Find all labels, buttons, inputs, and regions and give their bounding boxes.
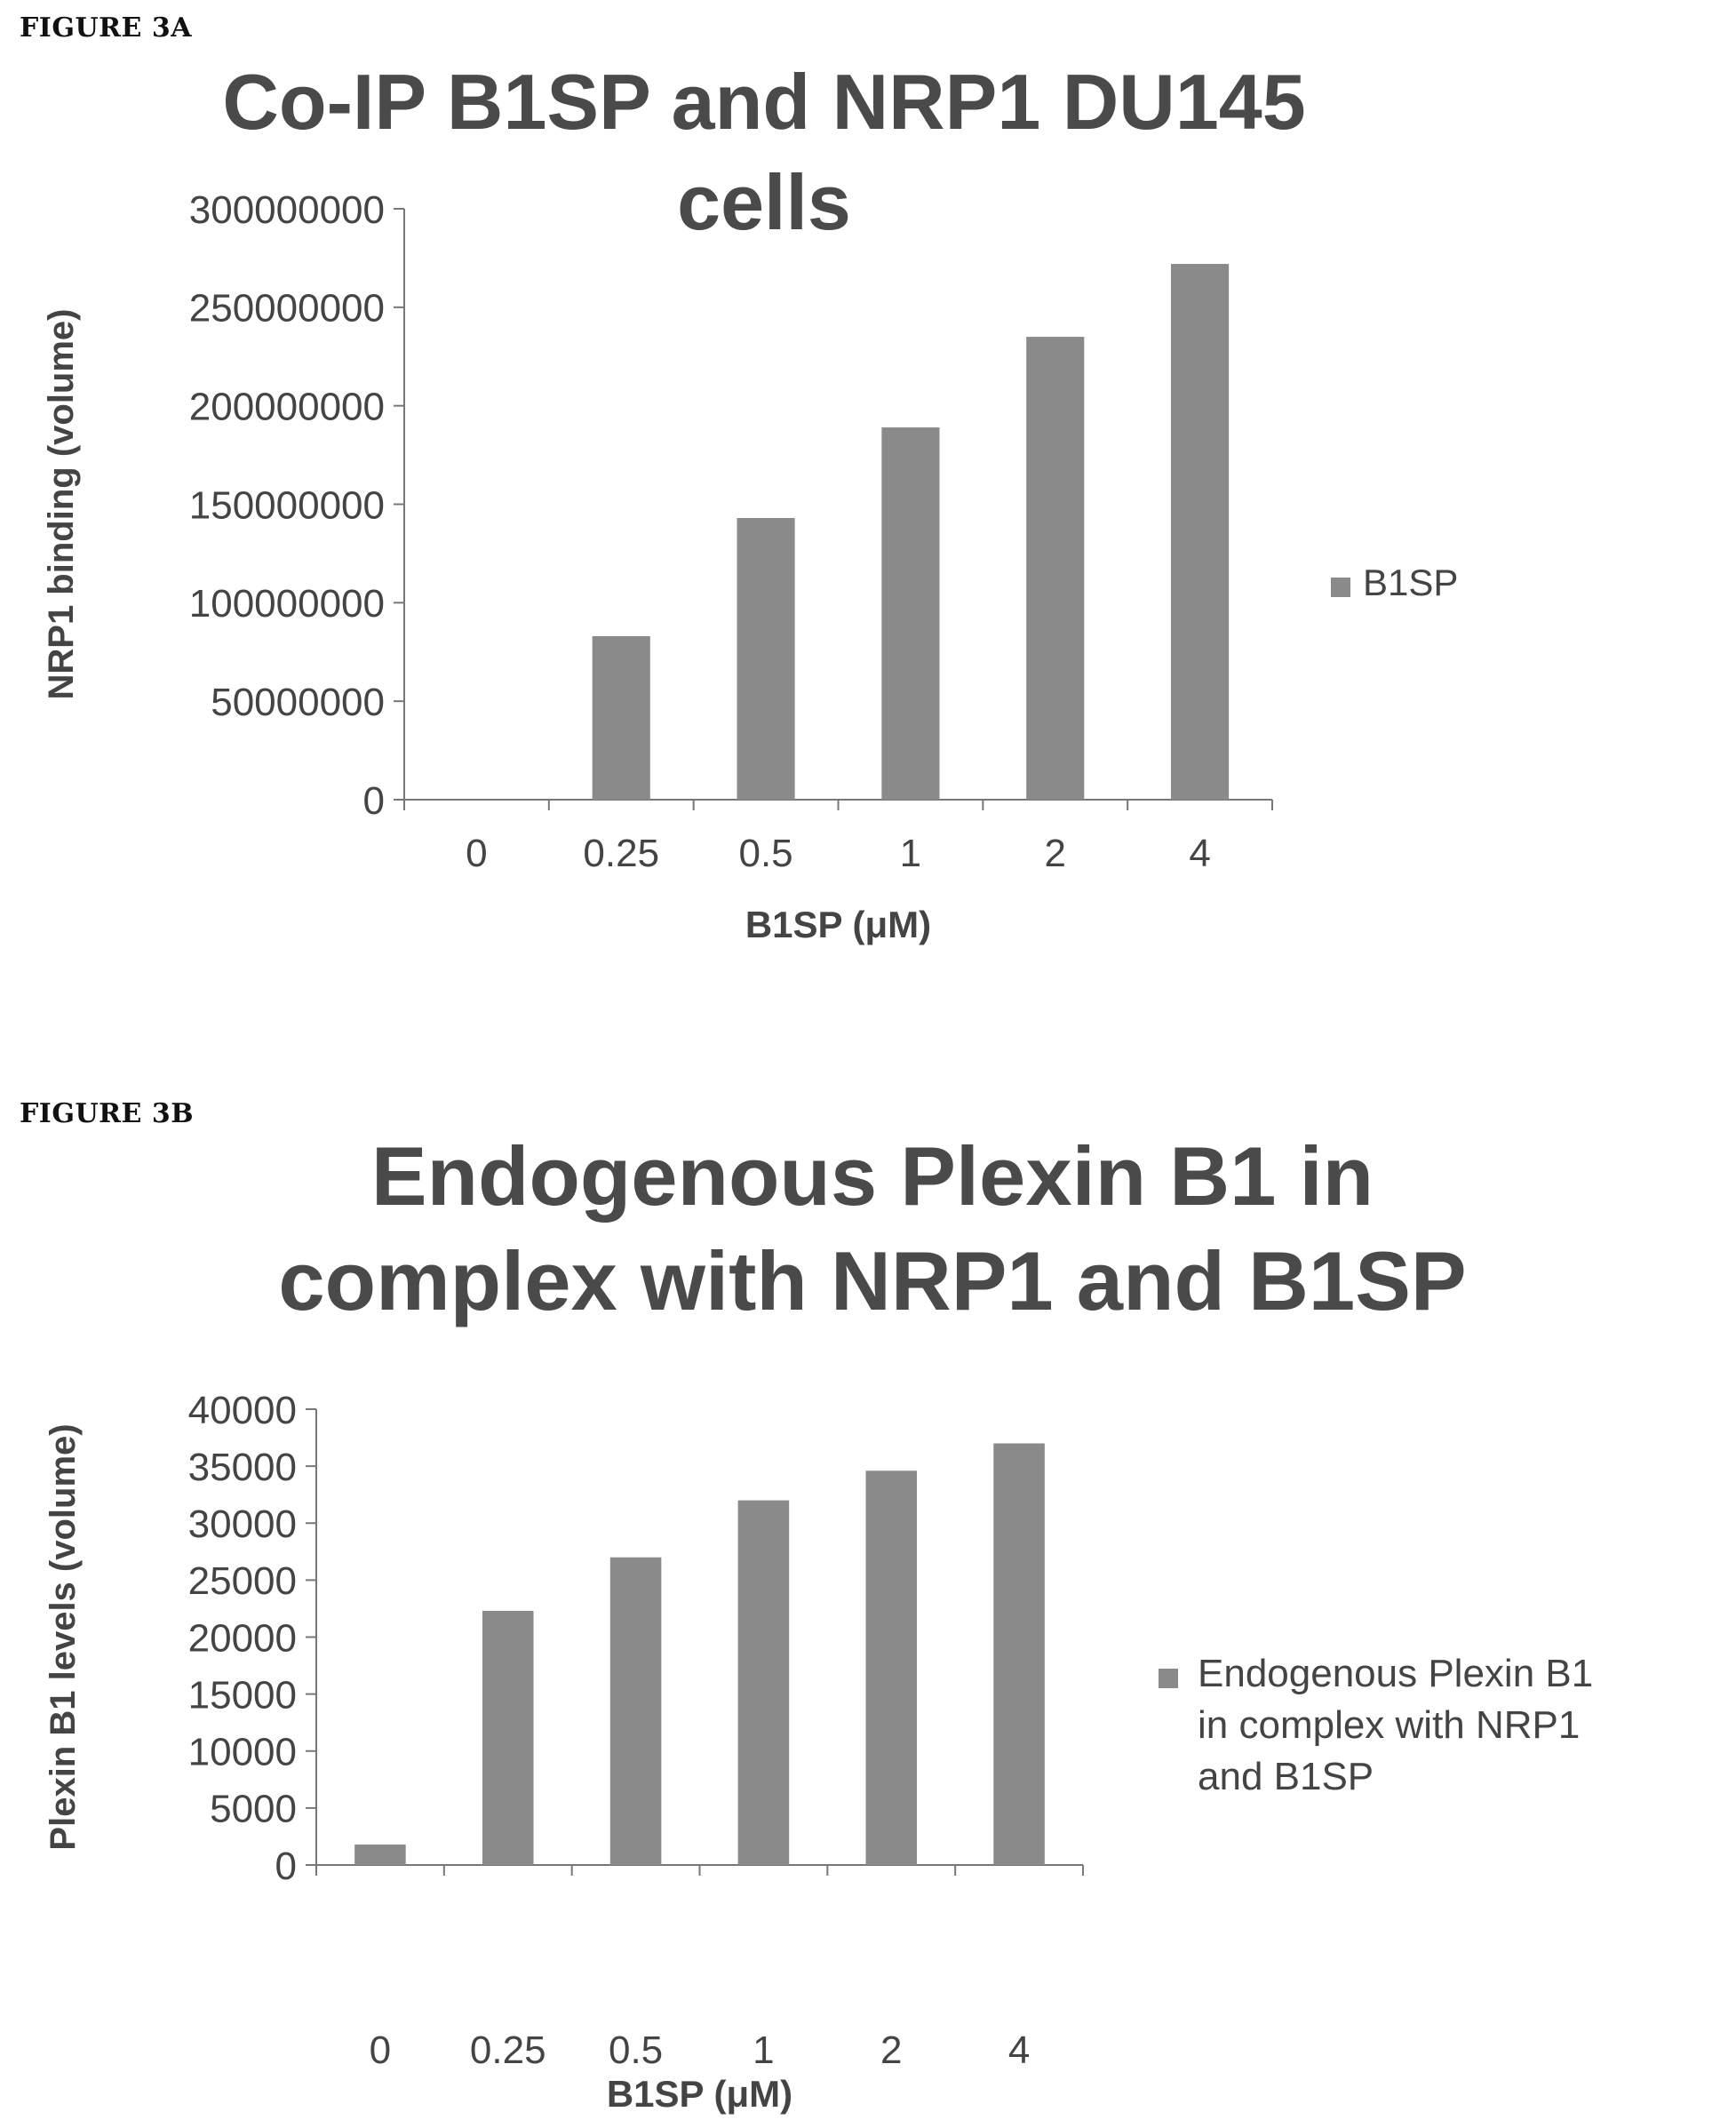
chart-title-line: Co-IP B1SP and NRP1 DU145 xyxy=(222,58,1305,146)
bar xyxy=(592,636,650,800)
bar xyxy=(482,1611,534,1865)
figure-3b-label: FIGURE 3B xyxy=(20,1098,195,1129)
bar xyxy=(609,1557,662,1865)
y-tick-label: 20000 xyxy=(188,1616,297,1660)
x-tick-label: 4 xyxy=(1189,832,1210,875)
x-tick-label: 0 xyxy=(370,2028,391,2072)
figure-3a-label: FIGURE 3A xyxy=(20,12,193,44)
x-tick-label: 0 xyxy=(466,832,487,875)
bar xyxy=(354,1844,406,1865)
x-tick-label: 2 xyxy=(880,2028,902,2072)
x-tick-label: 1 xyxy=(753,2028,774,2072)
chart-co-ip-nrp1-binding: Co-IP B1SP and NRP1 DU145 cells 0 50000000 1… xyxy=(42,58,1458,945)
legend-label: and B1SP xyxy=(1198,1755,1374,1798)
y-axis-label: NRP1 binding (volume) xyxy=(42,309,81,700)
legend-swatch xyxy=(1331,578,1350,597)
bar xyxy=(1026,337,1085,800)
bar xyxy=(993,1443,1045,1865)
chart-title-line: complex with NRP1 and B1SP xyxy=(278,1234,1466,1327)
legend-label: in complex with NRP1 xyxy=(1198,1703,1580,1747)
y-tick-label: 15000 xyxy=(188,1673,297,1717)
y-tick-label: 200000000 xyxy=(189,386,385,429)
x-axis-label: B1SP (μM) xyxy=(607,2073,792,2115)
y-tick-label: 150000000 xyxy=(189,483,385,527)
bar xyxy=(737,518,795,800)
legend-label: Endogenous Plexin B1 xyxy=(1198,1652,1593,1695)
y-tick-label: 300000000 xyxy=(189,188,385,232)
bar xyxy=(737,1500,790,1865)
x-tick-label: 0.25 xyxy=(583,832,659,875)
y-tick-label: 5000 xyxy=(210,1788,297,1831)
y-axis-label: Plexin B1 levels (volume) xyxy=(44,1423,83,1850)
chart-title-line: cells xyxy=(677,158,851,246)
x-tick-label: 0.5 xyxy=(738,832,792,875)
bar xyxy=(865,1470,918,1865)
y-tick-label: 100000000 xyxy=(189,582,385,626)
y-tick-label: 30000 xyxy=(188,1502,297,1546)
y-tick-label: 0 xyxy=(363,779,385,823)
y-tick-label: 250000000 xyxy=(189,287,385,331)
y-tick-label: 40000 xyxy=(188,1389,297,1432)
y-tick-label: 25000 xyxy=(188,1559,297,1603)
legend-label: B1SP xyxy=(1363,562,1458,603)
x-tick-label: 4 xyxy=(1008,2028,1030,2072)
chart-plexin-b1-levels: Endogenous Plexin B1 in complex with NRP1… xyxy=(44,1129,1593,2115)
y-tick-label: 10000 xyxy=(188,1731,297,1774)
y-tick-label: 50000000 xyxy=(211,681,385,724)
bar xyxy=(881,427,940,800)
x-tick-label: 2 xyxy=(1045,832,1066,875)
bar xyxy=(1171,264,1230,801)
y-tick-label: 35000 xyxy=(188,1446,297,1489)
x-axis-label: B1SP (μM) xyxy=(745,904,931,945)
x-tick-label: 0.5 xyxy=(609,2028,663,2072)
x-tick-label: 0.25 xyxy=(470,2028,546,2072)
x-tick-label: 1 xyxy=(900,832,921,875)
legend-swatch xyxy=(1159,1669,1178,1688)
y-tick-label: 0 xyxy=(275,1845,297,1888)
chart-title-line: Endogenous Plexin B1 in xyxy=(371,1129,1374,1223)
